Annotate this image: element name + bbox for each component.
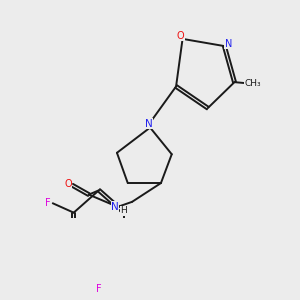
- Text: F: F: [45, 198, 51, 208]
- Text: F: F: [96, 284, 102, 294]
- Text: H: H: [120, 206, 127, 215]
- Text: N: N: [225, 39, 232, 49]
- Text: CH₃: CH₃: [244, 79, 261, 88]
- Text: O: O: [64, 179, 72, 189]
- Text: O: O: [177, 31, 184, 40]
- Text: N: N: [145, 119, 153, 129]
- Text: N: N: [111, 202, 119, 212]
